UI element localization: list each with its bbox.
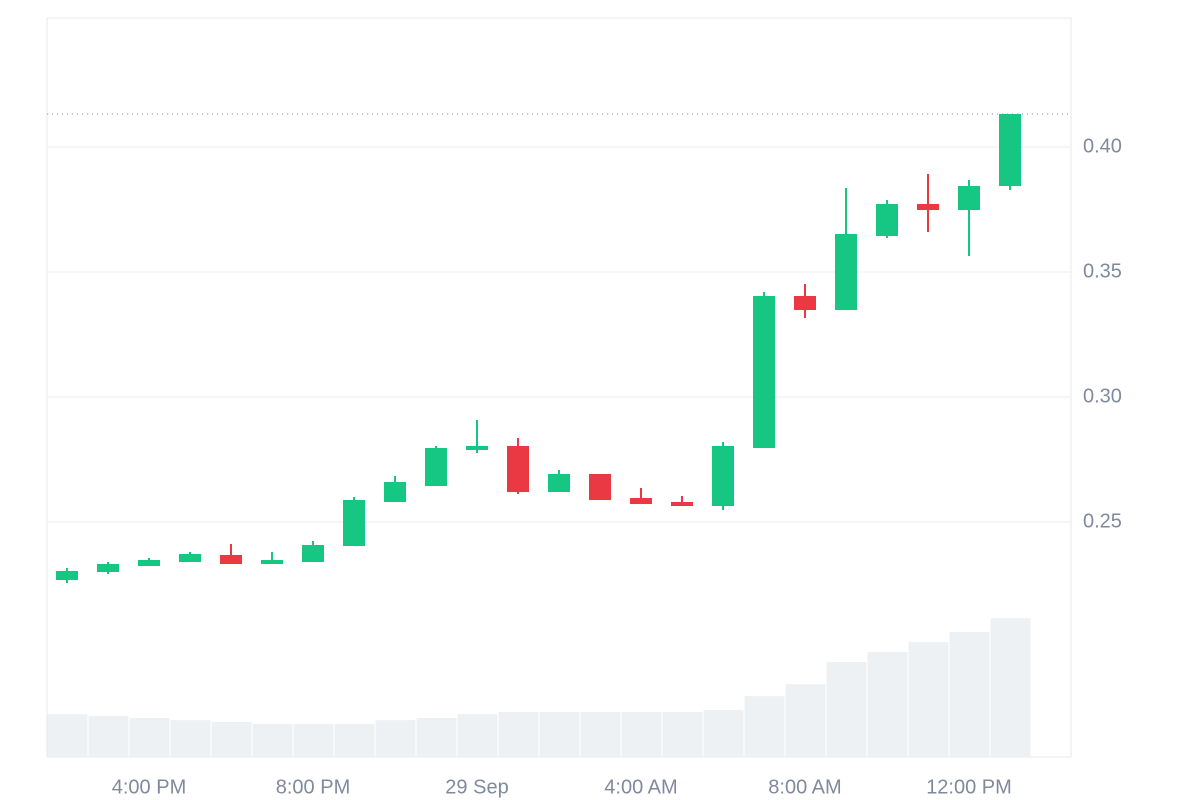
candle-body (917, 204, 939, 210)
y-tick-label: 0.25 (1083, 510, 1122, 532)
x-tick-label: 4:00 AM (604, 776, 677, 798)
volume-bar (88, 715, 129, 757)
volume-bar (662, 712, 703, 757)
volume-bar (211, 721, 252, 757)
candle-body (261, 560, 283, 564)
candle-body (794, 296, 816, 310)
volume-bar (129, 718, 170, 757)
x-tick-label: 12:00 PM (926, 776, 1012, 798)
candle-body (589, 474, 611, 500)
candle-body (97, 564, 119, 572)
candle-body (384, 482, 406, 502)
volume-bar (293, 724, 334, 757)
volume-bar (580, 712, 621, 757)
candle-body (671, 502, 693, 506)
volume-bar (334, 724, 375, 757)
volume-bar (621, 712, 662, 757)
volume-bar (539, 712, 580, 757)
x-tick-label: 4:00 PM (112, 776, 186, 798)
candle-body (835, 234, 857, 310)
volume-bar (908, 642, 949, 757)
candle-body (548, 474, 570, 492)
candle-body (507, 446, 529, 492)
x-tick-label: 8:00 PM (276, 776, 350, 798)
candle-body (179, 554, 201, 562)
candle-body (138, 560, 160, 566)
candle-body (220, 555, 242, 564)
volume-bar (744, 696, 785, 757)
volume-bar (47, 714, 88, 757)
volume-bar (785, 684, 826, 757)
volume-bar (416, 718, 457, 757)
candle-body (343, 500, 365, 546)
volume-bar (990, 618, 1031, 757)
volume-bar (949, 631, 990, 757)
volume-bar (170, 720, 211, 757)
candle-body (958, 186, 980, 210)
volume-bar (457, 714, 498, 757)
candle-body (753, 296, 775, 448)
candle-body (999, 114, 1021, 186)
candle-body (876, 204, 898, 236)
candle-body (56, 571, 78, 580)
y-tick-label: 0.35 (1083, 260, 1122, 282)
candle-body (630, 498, 652, 504)
y-tick-label: 0.30 (1083, 385, 1122, 407)
volume-bar (826, 661, 867, 757)
volume-bar (703, 709, 744, 757)
volume-bar (867, 652, 908, 757)
x-tick-label: 8:00 AM (768, 776, 841, 798)
volume-bar (375, 720, 416, 757)
candle-body (712, 446, 734, 506)
y-tick-label: 0.40 (1083, 135, 1122, 157)
volume-bar (498, 712, 539, 757)
x-tick-label: 29 Sep (445, 776, 508, 798)
candle-body (466, 446, 488, 450)
candle-body (425, 448, 447, 486)
candle-body (302, 545, 324, 562)
volume-bar (252, 724, 293, 757)
